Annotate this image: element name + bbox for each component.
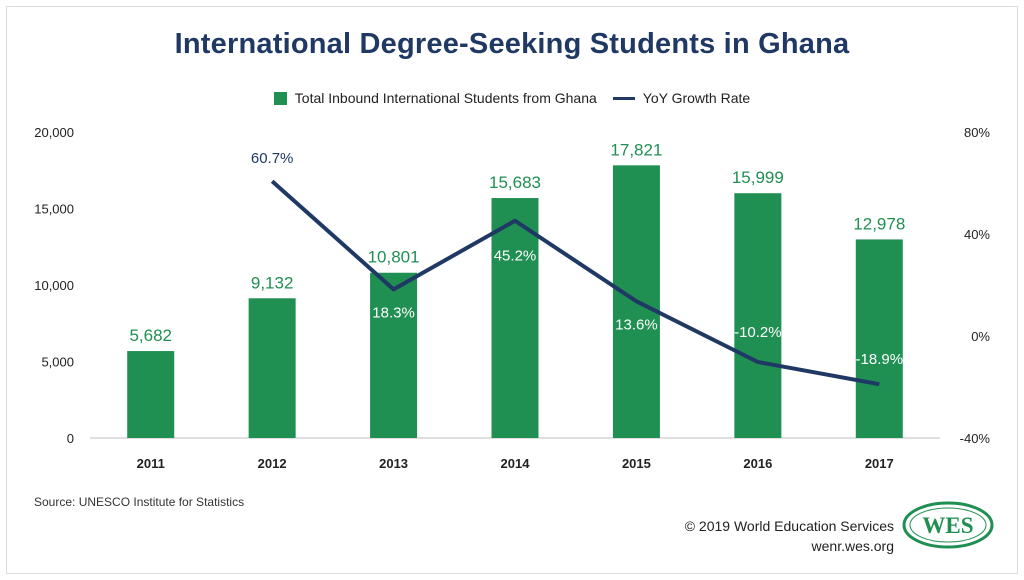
growth-rate-line (270, 179, 880, 387)
legend-line-label: YoY Growth Rate (642, 90, 751, 106)
y-left-tick-label: 15,000 (34, 202, 74, 217)
y-right-tick-label: -40% (960, 431, 991, 446)
chart-frame (6, 6, 1018, 574)
source-note: Source: UNESCO Institute for Statistics (34, 495, 245, 509)
x-tick-label: 2016 (743, 456, 772, 471)
x-tick-label: 2015 (622, 456, 651, 471)
legend-item-bars: Total Inbound International Students fro… (273, 90, 597, 106)
y-left-tick-label: 20,000 (34, 125, 74, 140)
growth-rate-label: 13.6% (615, 316, 658, 333)
growth-rate-label: 45.2% (494, 248, 537, 265)
wes-logo-text: WES (922, 513, 973, 538)
x-tick-label: 2011 (137, 456, 165, 471)
x-tick-label: 2017 (865, 456, 894, 471)
wes-logo: WES (902, 501, 994, 549)
legend-bar-label: Total Inbound International Students fro… (294, 90, 597, 106)
chart-title: International Degree-Seeking Students in… (174, 28, 850, 60)
bar-value-label: 10,801 (368, 248, 420, 267)
growth-rate-label: -10.2% (734, 324, 782, 341)
y-right-tick-label: 80% (964, 125, 990, 140)
bar (248, 298, 296, 438)
x-tick-label: 2013 (379, 456, 408, 471)
copyright-text: © 2019 World Education Services (684, 518, 894, 534)
bar (855, 239, 903, 438)
legend-item-line: YoY Growth Rate (612, 90, 751, 106)
website-text: wenr.wes.org (811, 538, 894, 554)
bar-value-label: 12,978 (853, 214, 905, 233)
y-left-tick-label: 5,000 (41, 355, 74, 370)
y-right-tick-label: 40% (964, 227, 990, 242)
bar-value-label: 15,999 (732, 168, 784, 187)
bar-value-label: 15,683 (489, 173, 541, 192)
y-left-tick-label: 10,000 (34, 278, 74, 293)
legend-bar-swatch (273, 91, 287, 105)
x-tick-label: 2014 (501, 456, 531, 471)
chart-legend: Total Inbound International Students fro… (0, 90, 1024, 106)
growth-rate-label: 60.7% (251, 150, 294, 167)
bar (370, 272, 418, 438)
bar-value-label: 9,132 (251, 273, 294, 292)
growth-rate-label: 18.3% (372, 304, 415, 321)
legend-line-swatch (612, 96, 635, 100)
bar (491, 198, 539, 438)
bar-value-label: 17,821 (610, 140, 662, 159)
x-tick-label: 2012 (258, 456, 287, 471)
growth-rate-label: -18.9% (856, 351, 904, 368)
bar (127, 351, 175, 438)
copyright-block: © 2019 World Education Services wenr.wes… (685, 516, 894, 556)
y-left-tick-label: 0 (67, 431, 74, 446)
bar-value-label: 5,682 (129, 326, 172, 345)
bar (734, 193, 782, 438)
y-right-tick-label: 0% (971, 329, 990, 344)
